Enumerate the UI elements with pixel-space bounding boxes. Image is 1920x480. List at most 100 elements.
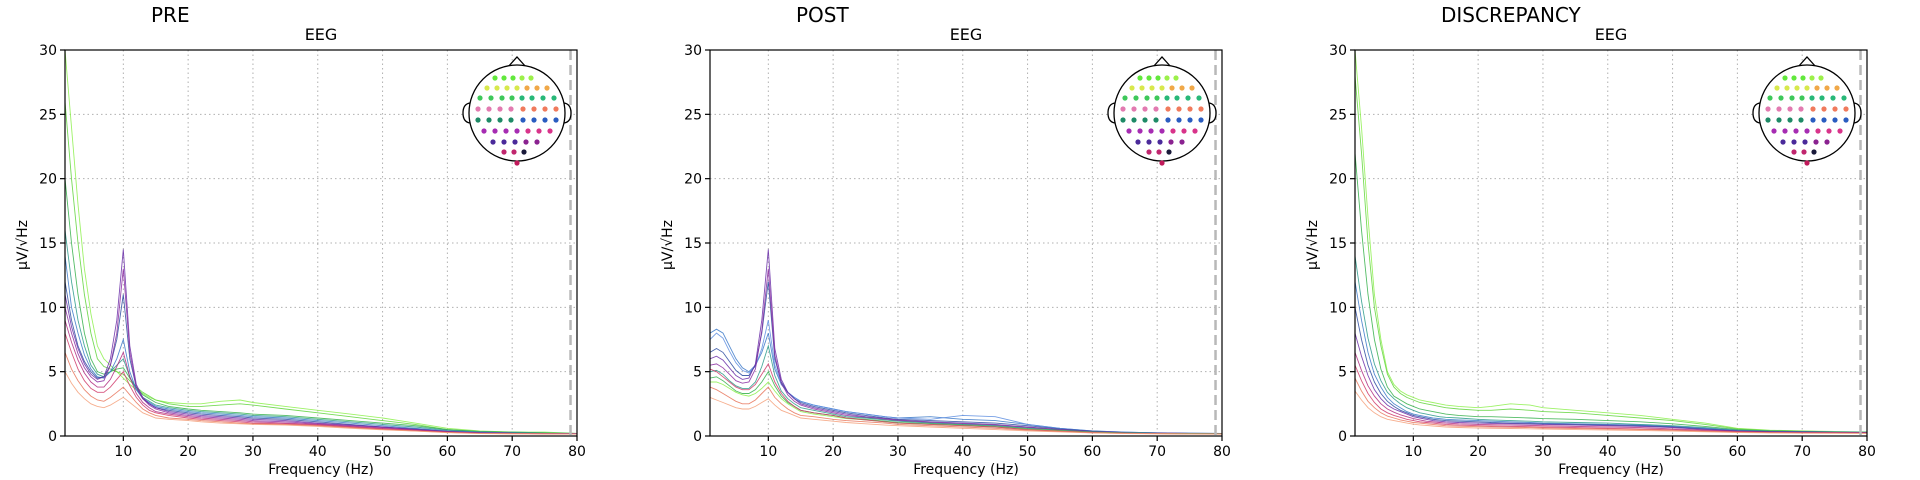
sensor-dot — [519, 75, 525, 81]
sensor-dot — [1834, 85, 1840, 91]
axes-title: EEG — [1595, 25, 1628, 44]
sensor-dot — [1144, 95, 1150, 101]
sensor-dot — [1153, 106, 1159, 112]
sensor-dot — [1843, 106, 1849, 112]
series-line — [1354, 75, 1868, 433]
sensor-dot — [1804, 128, 1810, 134]
series-group — [64, 49, 578, 435]
series-line — [709, 386, 1223, 435]
sensor-dot — [523, 139, 529, 145]
series-line — [1354, 49, 1868, 433]
x-tick-label: 10 — [759, 444, 777, 460]
sensor-dot — [1800, 75, 1806, 81]
y-tick-label: 15 — [1329, 236, 1347, 252]
sensor-dot — [1179, 139, 1185, 145]
y-tick-label: 20 — [1329, 172, 1347, 188]
panel-title: DISCREPANCY — [1441, 3, 1582, 27]
series-line — [64, 281, 578, 435]
y-tick-label: 0 — [693, 429, 702, 445]
y-tick-label: 30 — [39, 43, 57, 59]
sensor-dot — [490, 139, 496, 145]
series-line — [709, 268, 1223, 435]
sensor-dot — [1798, 106, 1804, 112]
sensor-dot — [520, 117, 526, 123]
sensor-dot — [1789, 95, 1795, 101]
sensor-dot — [1765, 106, 1771, 112]
sensor-dot — [1146, 75, 1152, 81]
y-tick-label: 25 — [1329, 107, 1347, 123]
sensor-dot — [1154, 95, 1160, 101]
y-tick-label: 20 — [39, 172, 57, 188]
sensor-dot — [534, 139, 540, 145]
left-ear-icon — [1752, 102, 1761, 124]
sensor-dot — [1801, 149, 1807, 155]
sensor-dot — [1841, 95, 1847, 101]
sensor-dot — [1192, 128, 1198, 134]
sensor-dot — [475, 117, 481, 123]
series-line — [64, 255, 577, 434]
sensor-dot — [534, 85, 540, 91]
sensor-dot — [1196, 95, 1202, 101]
sensor-dot — [1798, 117, 1804, 123]
x-tick-label: 20 — [179, 444, 197, 460]
sensor-dot — [1174, 95, 1180, 101]
sensor-dot — [1818, 75, 1824, 81]
series-line — [709, 328, 1223, 434]
sensor-dot — [481, 128, 487, 134]
sensor-dot — [1164, 95, 1170, 101]
sensor-dot — [1189, 85, 1195, 91]
series-line — [64, 178, 578, 434]
sensor-dot — [511, 149, 517, 155]
series-line — [64, 320, 578, 435]
sensor-dot — [1168, 139, 1174, 145]
x-tick-label: 30 — [244, 444, 262, 460]
series-line — [1354, 390, 1868, 434]
sensor-dot — [1129, 85, 1135, 91]
sensor-dot — [1821, 106, 1827, 112]
sensor-dot — [529, 95, 535, 101]
sensor-dot — [1799, 95, 1805, 101]
x-tick-label: 20 — [824, 444, 842, 460]
sensor-dot — [475, 106, 481, 112]
sensor-dot — [484, 85, 490, 91]
series-line — [1354, 281, 1868, 433]
sensor-dot — [536, 128, 542, 134]
sensor-dot — [1791, 139, 1797, 145]
sensor-dot — [1146, 139, 1152, 145]
sensor-dot — [1830, 95, 1836, 101]
sensor-dot — [1155, 75, 1161, 81]
y-axis-label: µV/√Hz — [15, 220, 31, 270]
sensor-layout-head-icon — [462, 56, 572, 166]
series-line — [709, 281, 1223, 434]
sensor-dot — [1782, 128, 1788, 134]
series-line — [1354, 377, 1868, 434]
x-tick-label: 40 — [1599, 444, 1617, 460]
sensor-dot — [519, 95, 525, 101]
sensor-dot — [510, 75, 516, 81]
sensor-dot — [1159, 160, 1165, 166]
series-line — [64, 268, 578, 435]
series-line — [1354, 255, 1868, 433]
x-axis-label: Frequency (Hz) — [1558, 462, 1664, 478]
sensor-dot — [1791, 149, 1797, 155]
sensor-dot — [1804, 160, 1810, 166]
sensor-dot — [1794, 85, 1800, 91]
sensor-dot — [1176, 117, 1182, 123]
sensor-dot — [1173, 75, 1179, 81]
x-tick-label: 60 — [1083, 444, 1101, 460]
sensor-dot — [1131, 117, 1137, 123]
sensor-dot — [1810, 106, 1816, 112]
sensor-dot — [503, 128, 509, 134]
y-tick-label: 30 — [684, 43, 702, 59]
sensor-dot — [1187, 106, 1193, 112]
sensor-dot — [1157, 139, 1163, 145]
x-tick-label: 50 — [374, 444, 392, 460]
sensor-dot — [547, 128, 553, 134]
x-tick-label: 50 — [1664, 444, 1682, 460]
sensor-dot — [509, 95, 515, 101]
series-group — [709, 249, 1223, 435]
sensor-dot — [1146, 149, 1152, 155]
sensor-dot — [1809, 95, 1815, 101]
sensor-dot — [1780, 139, 1786, 145]
